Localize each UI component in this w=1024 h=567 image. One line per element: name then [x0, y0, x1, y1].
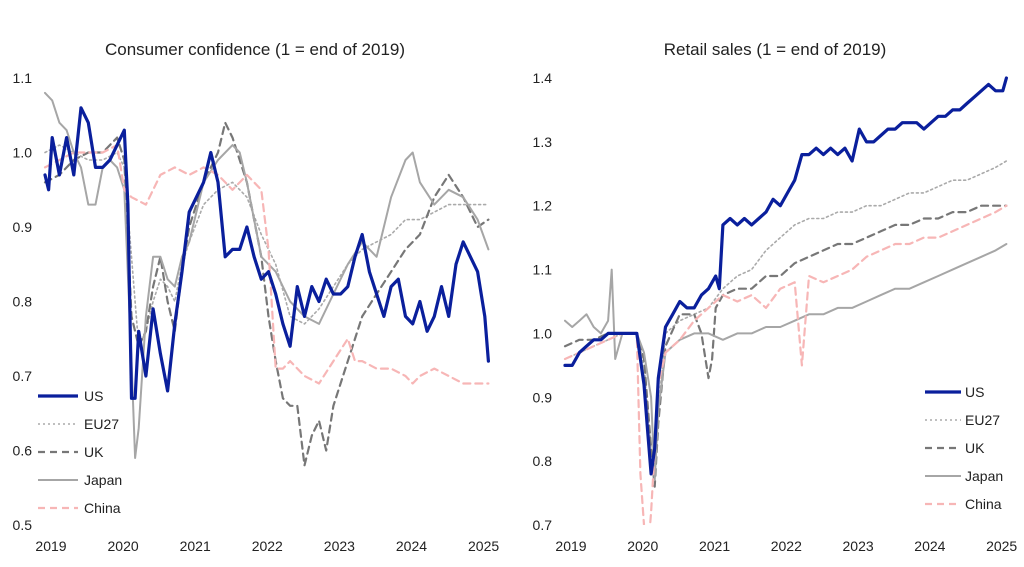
legend-label-china: China	[965, 496, 1002, 512]
y-tick-label: 0.8	[13, 294, 33, 310]
x-tick-label: 2024	[396, 538, 427, 554]
y-tick-label: 1.3	[533, 134, 553, 150]
plot-lines	[563, 76, 1009, 525]
legend-label-japan: Japan	[965, 468, 1003, 484]
legend: US EU27 UK Japan China	[925, 384, 1003, 512]
legend-label-uk: UK	[965, 440, 985, 456]
series-line-uk	[43, 121, 490, 467]
x-tick-label: 2019	[555, 538, 586, 554]
x-tick-label: 2025	[468, 538, 499, 554]
legend-label-eu27: EU27	[965, 412, 1000, 428]
y-tick-label: 0.7	[13, 368, 33, 384]
chart-title: Consumer confidence (1 = end of 2019)	[105, 40, 405, 59]
series-line-us	[43, 106, 490, 400]
y-axis-ticks: 0.5 0.6 0.7 0.8 0.9 1.0 1.1	[13, 70, 33, 533]
series-line-uk	[563, 204, 1008, 488]
y-tick-label: 1.1	[13, 70, 33, 86]
y-tick-label: 0.5	[13, 517, 33, 533]
y-tick-label: 0.9	[13, 219, 33, 235]
y-tick-label: 0.8	[533, 453, 553, 469]
x-tick-label: 2022	[252, 538, 283, 554]
legend-label-china: China	[84, 500, 121, 516]
y-tick-label: 0.6	[13, 443, 33, 459]
y-tick-label: 0.7	[533, 517, 553, 533]
plot-lines	[43, 91, 490, 467]
series-line-eu27	[564, 160, 1008, 462]
x-tick-label: 2023	[324, 538, 355, 554]
y-tick-label: 1.0	[533, 325, 553, 341]
retail-sales-chart: Retail sales (1 = end of 2019) 0.7 0.8 0.9…	[533, 40, 1018, 554]
x-tick-label: 2021	[699, 538, 730, 554]
x-tick-label: 2024	[914, 538, 945, 554]
series-line-china	[563, 204, 1008, 525]
y-tick-label: 1.4	[533, 70, 553, 86]
consumer-confidence-chart: Consumer confidence (1 = end of 2019) 0.…	[13, 40, 500, 554]
x-axis-ticks: 2019 2020 2021 2022 2023 2024 2025	[555, 538, 1017, 554]
legend-label-eu27: EU27	[84, 416, 119, 432]
legend: US EU27 UK Japan China	[38, 388, 122, 516]
legend-label-japan: Japan	[84, 472, 122, 488]
y-tick-label: 1.0	[13, 145, 33, 161]
legend-label-us: US	[965, 384, 984, 400]
x-tick-label: 2022	[771, 538, 802, 554]
y-axis-ticks: 0.7 0.8 0.9 1.0 1.1 1.2 1.3 1.4	[533, 70, 553, 533]
legend-label-uk: UK	[84, 444, 104, 460]
series-line-china	[43, 144, 490, 385]
x-axis-ticks: 2019 2020 2021 2022 2023 2024 2025	[35, 538, 499, 554]
series-line-us	[563, 76, 1009, 476]
y-tick-label: 0.9	[533, 389, 553, 405]
legend-label-us: US	[84, 388, 103, 404]
x-tick-label: 2020	[108, 538, 139, 554]
x-tick-label: 2023	[843, 538, 874, 554]
x-tick-label: 2025	[986, 538, 1017, 554]
x-tick-label: 2020	[627, 538, 658, 554]
chart-title: Retail sales (1 = end of 2019)	[664, 40, 887, 59]
x-tick-label: 2019	[35, 538, 66, 554]
y-tick-label: 1.2	[533, 198, 553, 214]
series-line-japan	[564, 243, 1008, 482]
x-tick-label: 2021	[180, 538, 211, 554]
y-tick-label: 1.1	[533, 262, 553, 278]
